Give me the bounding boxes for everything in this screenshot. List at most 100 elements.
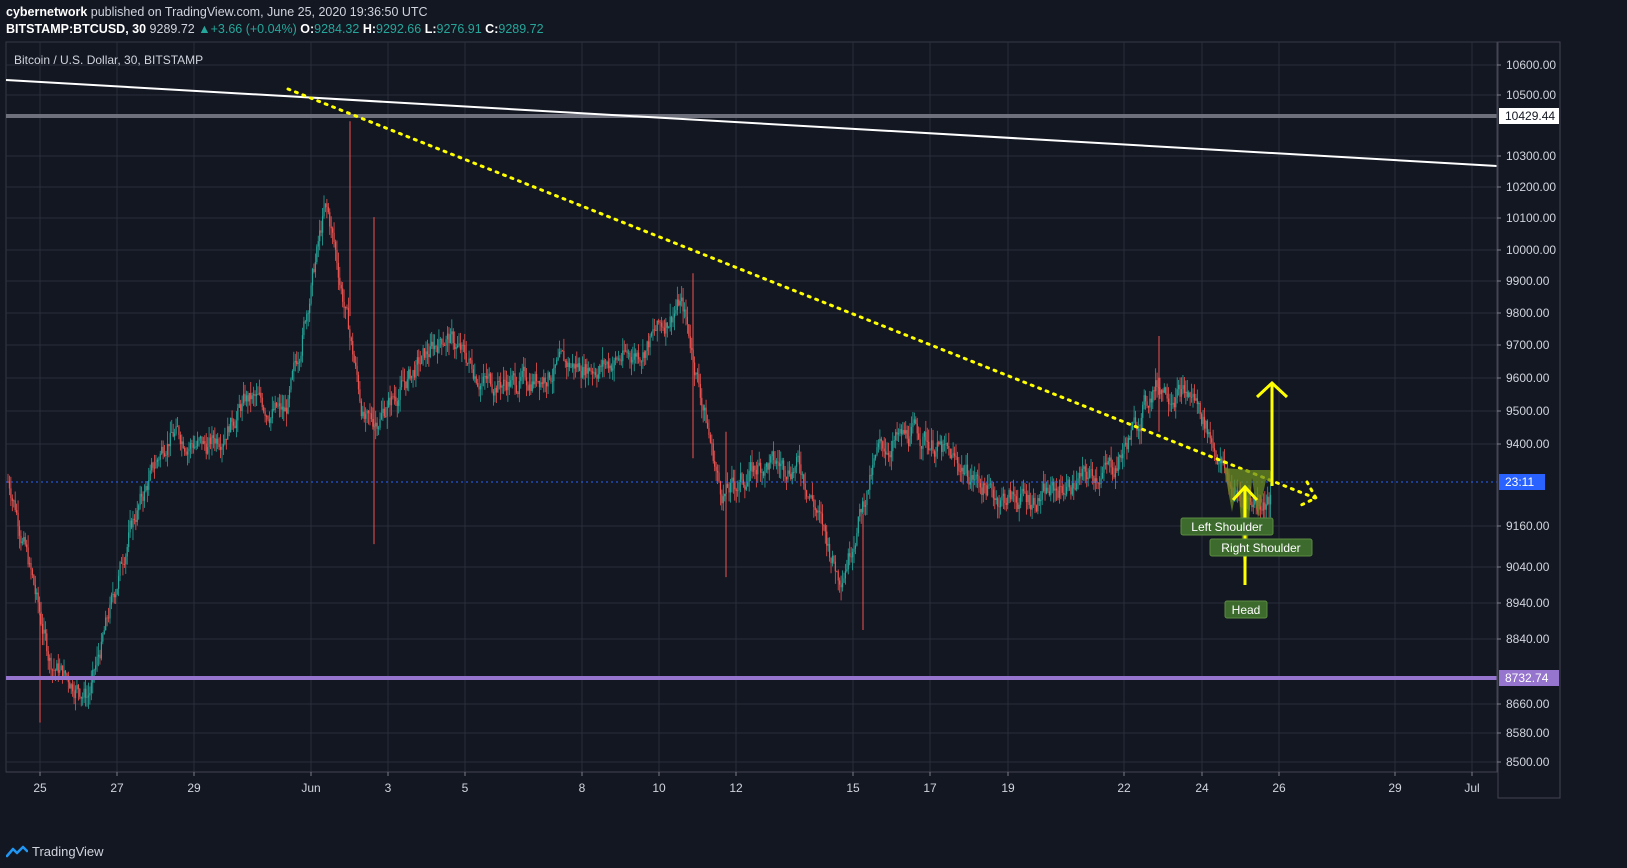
candle-body <box>336 249 338 263</box>
candle-body <box>800 464 802 475</box>
candle-body <box>380 413 383 420</box>
candle-body <box>683 309 686 312</box>
candle-body <box>997 498 999 507</box>
candle-body <box>1077 478 1079 484</box>
candle-body <box>495 387 497 393</box>
candle-body <box>1045 487 1048 494</box>
candle-body <box>620 360 622 362</box>
drawings: Left Shoulder Right Shoulder Head <box>5 79 1498 680</box>
candle-body <box>995 498 997 500</box>
candle-body <box>955 456 957 458</box>
candle-body <box>642 352 644 362</box>
candle-body <box>922 436 924 449</box>
candle-body <box>205 443 207 454</box>
candle-body <box>231 417 233 422</box>
candle-body <box>946 443 948 446</box>
candle-body <box>1259 506 1262 510</box>
candle-body <box>221 446 223 450</box>
candle-body <box>482 376 485 384</box>
candle-body <box>731 477 733 483</box>
x-tick-label: 29 <box>187 781 201 795</box>
candle-body <box>941 441 943 452</box>
candle-body <box>609 365 611 369</box>
candle-body <box>616 357 618 360</box>
candle-body <box>1221 458 1223 464</box>
candle-body <box>319 230 321 242</box>
candle-body <box>600 365 602 367</box>
candle-body <box>999 500 1002 508</box>
candle-body <box>581 366 584 378</box>
candle-body <box>162 446 164 454</box>
candle-body <box>21 541 23 544</box>
candle-body <box>666 322 668 328</box>
candle-body <box>1140 417 1142 432</box>
author-name[interactable]: cybernetwork <box>6 5 88 19</box>
candle-body <box>56 663 58 671</box>
candle-body <box>636 352 638 357</box>
candle-body <box>346 306 348 309</box>
candle-body <box>28 562 31 565</box>
candle-body <box>316 246 318 262</box>
candle-body <box>738 481 740 491</box>
candle-body <box>242 393 245 404</box>
candle-body <box>290 378 292 390</box>
candle-body <box>607 361 609 369</box>
candle-body <box>459 343 462 350</box>
candle-body <box>425 351 427 358</box>
candle-body <box>398 399 400 406</box>
candle-body <box>116 588 118 595</box>
candle-body <box>525 377 528 386</box>
candle-body <box>1166 393 1168 399</box>
candle-body <box>1057 490 1059 498</box>
candle-body <box>830 557 832 564</box>
candle-body <box>149 470 151 481</box>
x-tick-label: 12 <box>729 781 743 795</box>
candle-body <box>23 537 25 542</box>
candle-body <box>1004 493 1006 504</box>
candle-body <box>1162 390 1164 393</box>
candle-body <box>188 448 190 452</box>
candle-body <box>671 316 673 323</box>
candle-body <box>998 506 1000 508</box>
tradingview-logo[interactable]: TradingView <box>6 844 104 859</box>
candle-body <box>521 370 523 377</box>
candle-body <box>978 476 980 483</box>
candle-body <box>64 670 67 674</box>
candle-body <box>586 364 588 374</box>
candle-body <box>133 518 135 521</box>
candle-body <box>46 633 48 652</box>
candle-body <box>777 461 779 463</box>
candle-body <box>296 360 298 365</box>
countdown-tag <box>1499 474 1545 490</box>
candle-body <box>294 360 296 363</box>
candle-body <box>844 571 846 579</box>
candle-body <box>207 447 209 454</box>
candle-body <box>359 389 361 402</box>
candle-body <box>155 462 157 469</box>
candle-body <box>712 443 714 461</box>
candle-body <box>640 361 643 363</box>
candle-body <box>630 356 632 363</box>
candle-body <box>938 442 940 445</box>
candle-body <box>953 453 956 457</box>
symbol-label[interactable]: BITSTAMP:BTCUSD, 30 <box>6 22 147 36</box>
candle-body <box>250 392 252 400</box>
candle-body <box>1265 504 1267 510</box>
candle-body <box>102 634 104 642</box>
candle-body <box>1124 442 1127 445</box>
candle-body <box>1111 467 1114 475</box>
y-tick-label: 9600.00 <box>1506 371 1550 385</box>
x-tick-label: 10 <box>652 781 666 795</box>
candle-body <box>1051 482 1053 486</box>
candle-body <box>1235 490 1237 492</box>
candle-body <box>655 330 657 332</box>
candle-body <box>59 669 61 673</box>
candle-body <box>105 617 107 631</box>
candle-body <box>571 363 574 367</box>
candle-body <box>1122 453 1124 459</box>
candle-body <box>350 337 352 341</box>
candle-body <box>768 462 770 470</box>
candle-body <box>360 401 362 417</box>
candle-body <box>438 339 440 353</box>
